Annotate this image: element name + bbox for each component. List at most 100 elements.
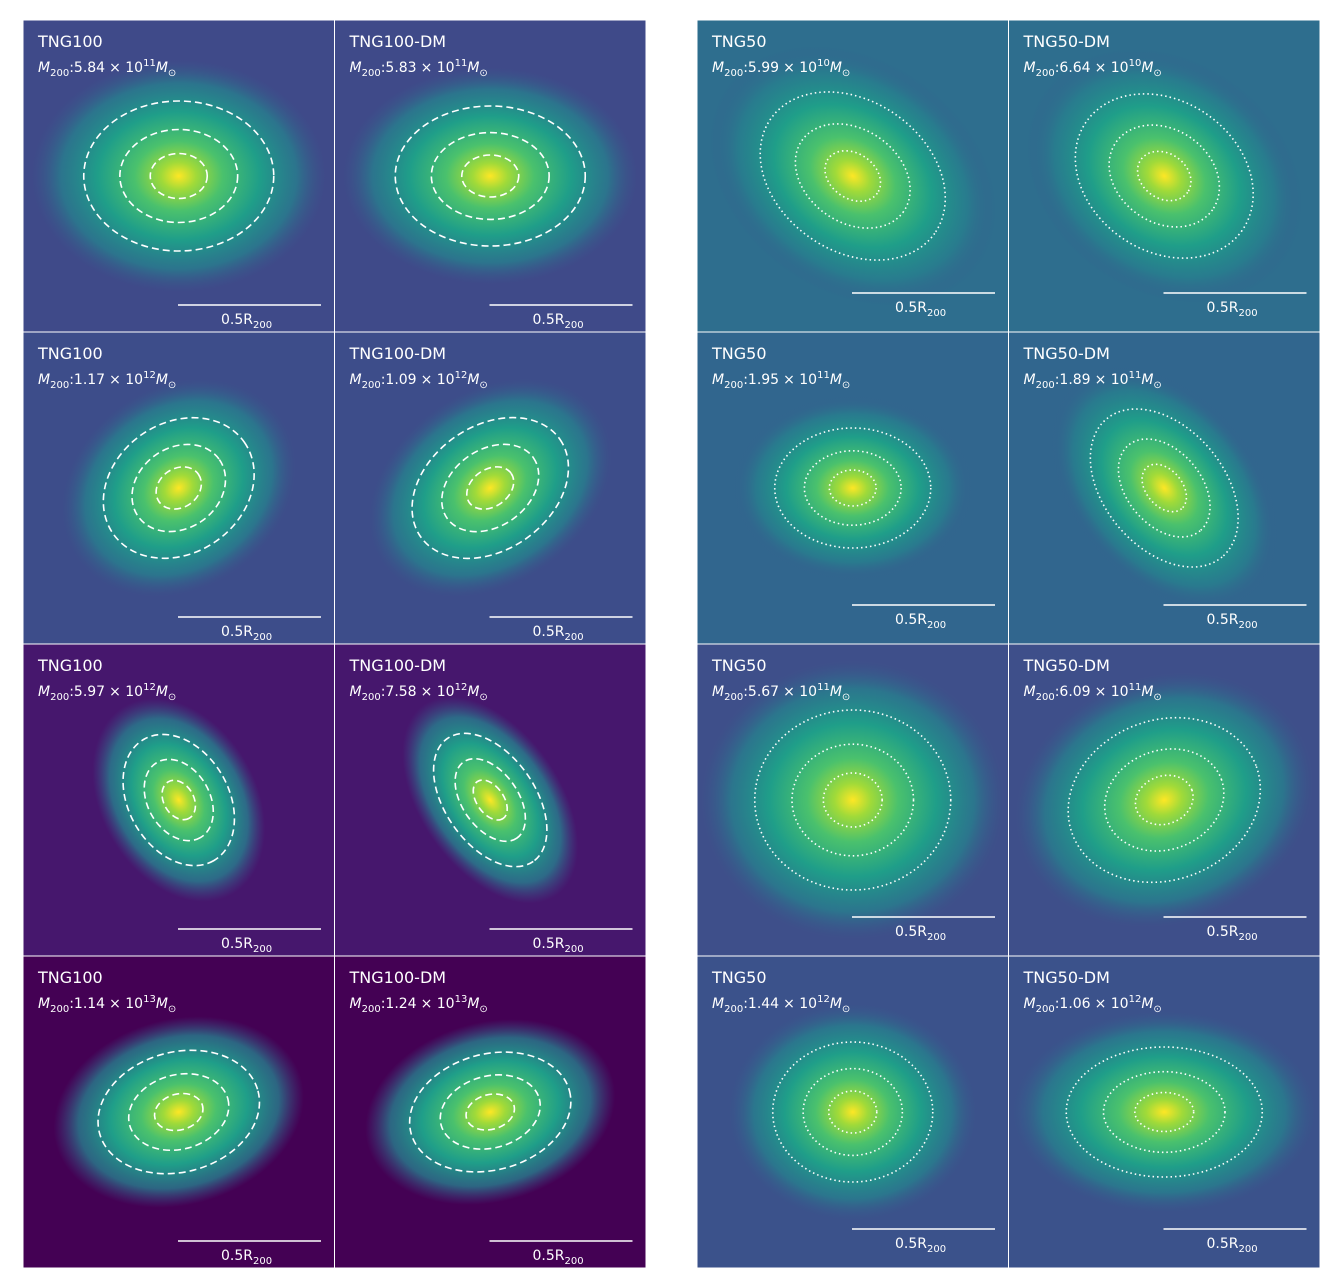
contour — [131, 443, 227, 533]
density-map — [1049, 365, 1279, 611]
mass-label: M200:1.95 × 1011M⊙ — [712, 370, 850, 391]
solar-subscript: ⊙ — [1153, 692, 1161, 703]
mass-label: M200:1.06 × 1012M⊙ — [1024, 994, 1162, 1015]
mass-subscript: 200 — [724, 68, 743, 79]
contour — [1108, 124, 1221, 228]
mass-symbol: M — [350, 372, 362, 388]
scale-subscript: 200 — [1239, 620, 1258, 631]
panel-title: TNG100-DM — [349, 32, 447, 51]
solar-subscript: ⊙ — [842, 380, 850, 391]
panel-title: TNG100 — [37, 32, 103, 51]
contour — [454, 757, 527, 843]
mass-mantissa: 1.14 — [74, 996, 105, 1012]
scale-label: 0.5R200 — [533, 936, 584, 955]
solar-subscript: ⊙ — [842, 692, 850, 703]
mass-symbol: M — [350, 684, 362, 700]
solar-symbol: M — [467, 60, 479, 76]
panel-title: TNG50-DM — [1023, 656, 1110, 675]
contour — [127, 1072, 230, 1152]
mass-subscript: 200 — [1036, 68, 1055, 79]
contour — [822, 772, 883, 828]
density-map — [343, 67, 638, 285]
mass-subscript: 200 — [724, 1004, 743, 1015]
mass-label: M200:1.17 × 1012M⊙ — [38, 370, 176, 391]
separator: : — [69, 60, 74, 76]
mass-exponent: 11 — [1129, 370, 1142, 381]
mass-mantissa: 5.97 — [74, 684, 105, 700]
scale-label: 0.5R200 — [221, 312, 272, 331]
contour — [119, 128, 239, 224]
mass-subscript: 200 — [362, 692, 381, 703]
mass-label: M200:1.24 × 1013M⊙ — [350, 994, 488, 1015]
contour — [803, 449, 902, 526]
scale-label: 0.5R200 — [895, 300, 946, 319]
contour — [791, 743, 915, 857]
scale-subscript: 200 — [565, 320, 584, 331]
mass-exponent: 12 — [143, 682, 156, 693]
scale-subscript: 200 — [1239, 308, 1258, 319]
contour — [408, 1051, 572, 1173]
solar-symbol: M — [1141, 996, 1153, 1012]
contour — [1067, 716, 1262, 884]
separator: : — [69, 372, 74, 388]
scale-text: 0.5R — [895, 1236, 927, 1252]
solar-symbol: M — [156, 60, 168, 76]
mass-mantissa: 5.84 — [74, 60, 105, 76]
contour — [472, 779, 509, 821]
mass-symbol: M — [1024, 372, 1036, 388]
mass-symbol: M — [712, 372, 724, 388]
panel: TNG100 M200:5.84 × 1011M⊙ 0.5R200 — [22, 19, 335, 333]
density-map — [369, 378, 612, 598]
scale-subscript: 200 — [927, 1244, 946, 1255]
scale-label: 0.5R200 — [895, 1236, 946, 1255]
times: × 10 — [421, 684, 455, 700]
solar-subscript: ⊙ — [168, 380, 176, 391]
scale-subscript: 200 — [253, 944, 272, 955]
scale-label: 0.5R200 — [533, 1248, 584, 1267]
mass-symbol: M — [38, 684, 50, 700]
mass-subscript: 200 — [362, 380, 381, 391]
mass-label: M200:1.14 × 1013M⊙ — [38, 994, 176, 1015]
mass-mantissa: 1.95 — [748, 372, 779, 388]
mass-symbol: M — [38, 60, 50, 76]
mass-symbol: M — [1024, 60, 1036, 76]
mass-subscript: 200 — [1036, 380, 1055, 391]
solar-symbol: M — [156, 684, 168, 700]
mass-subscript: 200 — [50, 692, 69, 703]
mass-exponent: 13 — [143, 994, 156, 1005]
mass-mantissa: 6.64 — [1059, 60, 1090, 76]
contour — [440, 443, 540, 533]
mass-mantissa: 1.17 — [74, 372, 105, 388]
contour — [1134, 1091, 1195, 1133]
panel-title: TNG50-DM — [1023, 968, 1110, 987]
contour — [432, 732, 548, 868]
scale-label: 0.5R200 — [1207, 612, 1258, 631]
density-map — [700, 660, 1005, 940]
mass-subscript: 200 — [1036, 1004, 1055, 1015]
mass-mantissa: 1.44 — [748, 996, 779, 1012]
panel-title: TNG100-DM — [349, 344, 447, 363]
scale-text: 0.5R — [221, 1248, 253, 1264]
mass-mantissa: 6.09 — [1059, 684, 1090, 700]
mass-label: M200:1.09 × 1012M⊙ — [350, 370, 488, 391]
mass-exponent: 12 — [817, 994, 830, 1005]
contour — [153, 1092, 204, 1132]
mass-label: M200:5.84 × 1011M⊙ — [38, 58, 176, 79]
mass-mantissa: 5.99 — [748, 60, 779, 76]
mass-subscript: 200 — [724, 692, 743, 703]
contour — [122, 733, 236, 867]
mass-exponent: 12 — [455, 370, 468, 381]
mass-subscript: 200 — [362, 68, 381, 79]
mass-label: M200:1.89 × 1011M⊙ — [1024, 370, 1162, 391]
separator: : — [1055, 372, 1060, 388]
contour — [143, 758, 215, 842]
mass-symbol: M — [38, 996, 50, 1012]
contour — [430, 131, 550, 221]
mass-subscript: 200 — [362, 1004, 381, 1015]
mass-mantissa: 5.67 — [748, 684, 779, 700]
